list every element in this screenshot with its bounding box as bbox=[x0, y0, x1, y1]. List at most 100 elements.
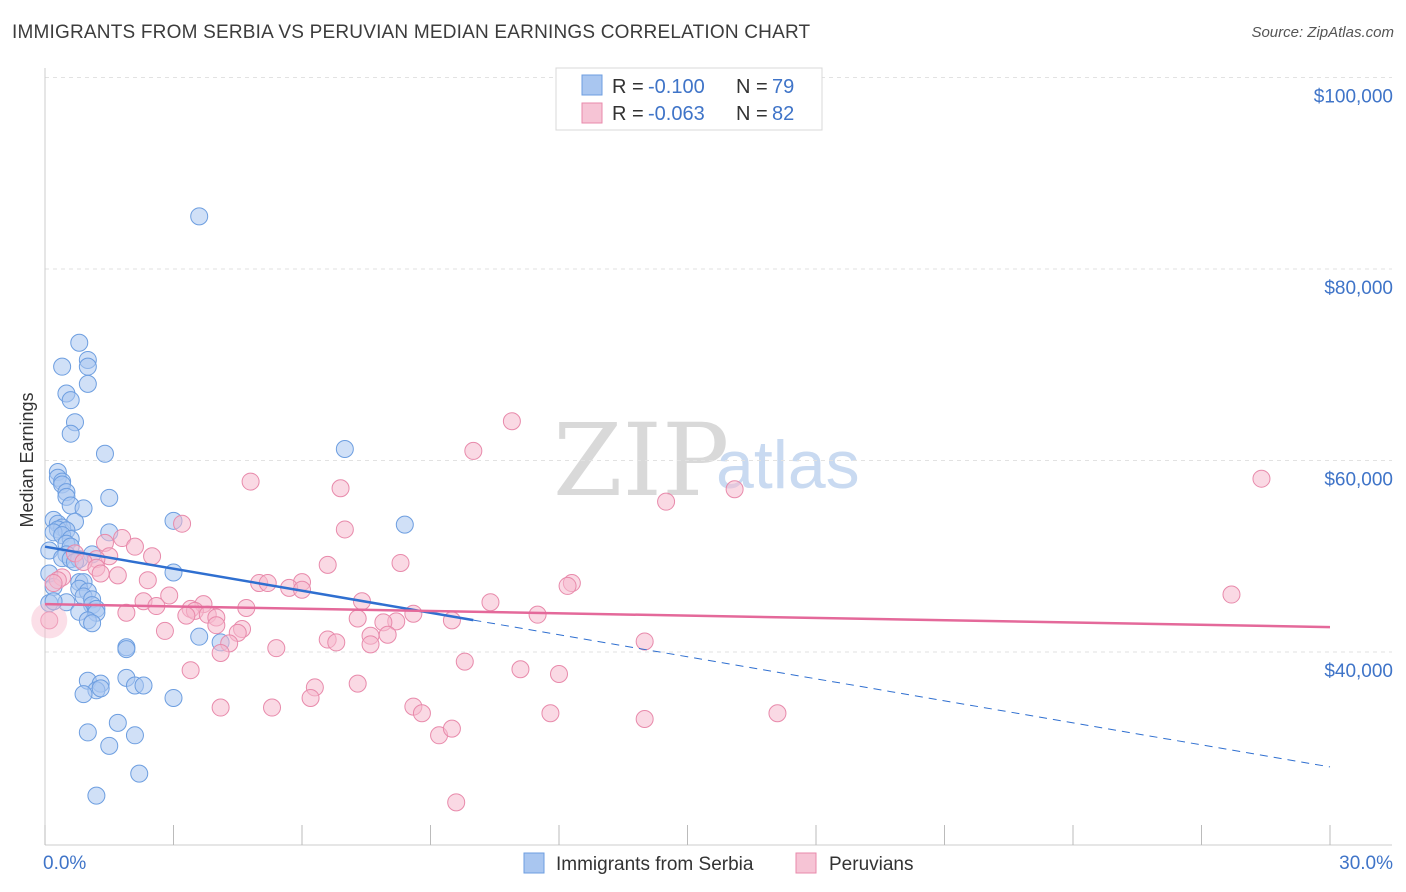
peru-point-1 bbox=[464, 441, 483, 460]
peru-point-33 bbox=[160, 586, 179, 605]
peru-point-42 bbox=[117, 603, 136, 622]
peru-point-17 bbox=[391, 553, 410, 572]
bottom-legend-swatch-peru bbox=[795, 852, 817, 874]
peru-point-9 bbox=[113, 529, 132, 548]
bottom-legend-swatch-serbia bbox=[523, 852, 545, 874]
legend-swatch-serbia bbox=[581, 74, 603, 96]
legend-n-value-serbia: 79 bbox=[772, 76, 794, 98]
peru-point-30 bbox=[558, 576, 577, 595]
peru-point-63 bbox=[361, 635, 380, 654]
y-tick-labels: $40,000 $60,000 $80,000 $100,000 bbox=[1314, 87, 1393, 683]
peru-point-14 bbox=[143, 547, 162, 566]
peru-point-46 bbox=[528, 605, 547, 624]
y-tick-label-100000: $100,000 bbox=[1314, 87, 1393, 108]
serbia-point-71 bbox=[164, 688, 183, 707]
peru-point-80 bbox=[768, 704, 787, 723]
serbia-point-76 bbox=[130, 764, 149, 783]
peru-point-82 bbox=[442, 719, 461, 738]
peru-point-60 bbox=[635, 632, 654, 651]
peru-point-2 bbox=[1252, 469, 1271, 488]
peru-point-75 bbox=[263, 698, 282, 717]
peru-point-47 bbox=[348, 609, 367, 628]
legend-swatch-peru bbox=[581, 102, 603, 124]
serbia-trend-extension bbox=[473, 619, 1331, 768]
peru-point-53 bbox=[207, 616, 226, 635]
peru-point-78 bbox=[541, 704, 560, 723]
peru-point-74 bbox=[211, 698, 230, 717]
serbia-point-1 bbox=[70, 333, 89, 352]
peru-point-70 bbox=[348, 674, 367, 693]
serbia-points bbox=[40, 207, 414, 805]
correlation-legend: R = -0.100 N = 79 R = -0.063 N = 82 bbox=[555, 67, 823, 131]
trend-lines bbox=[44, 545, 1331, 768]
serbia-point-4 bbox=[53, 357, 72, 376]
chart-title: IMMIGRANTS FROM SERBIA VS PERUVIAN MEDIA… bbox=[12, 22, 811, 43]
y-tick-label-40000: $40,000 bbox=[1324, 661, 1393, 682]
legend-r-label-serbia: R = bbox=[612, 76, 644, 98]
peru-point-69 bbox=[181, 661, 200, 680]
peru-point-6 bbox=[657, 492, 676, 511]
peru-point-18 bbox=[318, 555, 337, 574]
legend-r-label-peru: R = bbox=[612, 103, 644, 125]
peru-point-0 bbox=[502, 412, 521, 431]
series-legend: Immigrants from Serbia Peruvians bbox=[523, 852, 914, 875]
peru-point-83 bbox=[447, 793, 466, 812]
peru-point-64 bbox=[267, 639, 286, 658]
legend-r-value-serbia: -0.100 bbox=[648, 76, 705, 98]
peru-point-67 bbox=[511, 660, 530, 679]
peru-point-55 bbox=[155, 621, 174, 640]
serbia-point-7 bbox=[61, 391, 80, 410]
peru-point-3 bbox=[241, 472, 260, 491]
legend-n-label-peru: N = bbox=[736, 103, 768, 125]
serbia-point-0 bbox=[190, 207, 209, 226]
peru-point-79 bbox=[635, 710, 654, 729]
peru-point-35 bbox=[1222, 585, 1241, 604]
legend-r-value-peru: -0.063 bbox=[648, 103, 705, 125]
serbia-point-59 bbox=[190, 627, 209, 646]
peru-point-11 bbox=[125, 537, 144, 556]
peru-point-22 bbox=[108, 566, 127, 585]
serbia-point-10 bbox=[335, 440, 354, 459]
peru-point-73 bbox=[40, 611, 59, 630]
serbia-point-9 bbox=[61, 424, 80, 443]
serbia-point-25 bbox=[395, 515, 414, 534]
serbia-point-70 bbox=[74, 685, 93, 704]
peru-point-72 bbox=[301, 688, 320, 707]
peru-point-8 bbox=[335, 520, 354, 539]
serbia-point-18 bbox=[100, 488, 119, 507]
serbia-point-69 bbox=[91, 679, 110, 698]
serbia-point-73 bbox=[78, 723, 97, 742]
peru-point-large bbox=[31, 602, 68, 639]
peru-point-20 bbox=[91, 564, 110, 583]
peru-point-61 bbox=[327, 633, 346, 652]
serbia-point-72 bbox=[108, 713, 127, 732]
axes bbox=[44, 68, 1392, 846]
serbia-point-77 bbox=[87, 786, 106, 805]
bottom-legend-serbia: Immigrants from Serbia bbox=[556, 854, 754, 875]
serbia-point-20 bbox=[74, 499, 93, 518]
peru-point-7 bbox=[173, 514, 192, 533]
peru-trend-line bbox=[44, 602, 1331, 629]
peru-point-58 bbox=[378, 625, 397, 644]
peru-point-66 bbox=[455, 652, 474, 671]
peru-point-68 bbox=[550, 665, 568, 684]
peru-point-37 bbox=[481, 593, 500, 612]
y-tick-label-80000: $80,000 bbox=[1324, 278, 1393, 299]
peru-points bbox=[31, 412, 1271, 812]
serbia-point-58 bbox=[83, 614, 102, 633]
x-tick-right: 30.0% bbox=[1339, 853, 1393, 874]
legend-n-label-serbia: N = bbox=[736, 76, 768, 98]
peru-point-5 bbox=[725, 480, 744, 499]
peru-point-25 bbox=[138, 571, 157, 590]
serbia-point-67 bbox=[134, 676, 153, 695]
peru-point-49 bbox=[177, 606, 196, 625]
chart-source: Source: ZipAtlas.com bbox=[1251, 24, 1394, 41]
serbia-point-75 bbox=[100, 736, 119, 755]
peru-point-77 bbox=[412, 704, 431, 723]
x-tick-left: 0.0% bbox=[43, 853, 86, 874]
serbia-trend-line bbox=[44, 545, 474, 622]
serbia-point-62 bbox=[117, 640, 136, 659]
y-tick-label-60000: $60,000 bbox=[1324, 470, 1393, 491]
legend-n-value-peru: 82 bbox=[772, 103, 794, 125]
